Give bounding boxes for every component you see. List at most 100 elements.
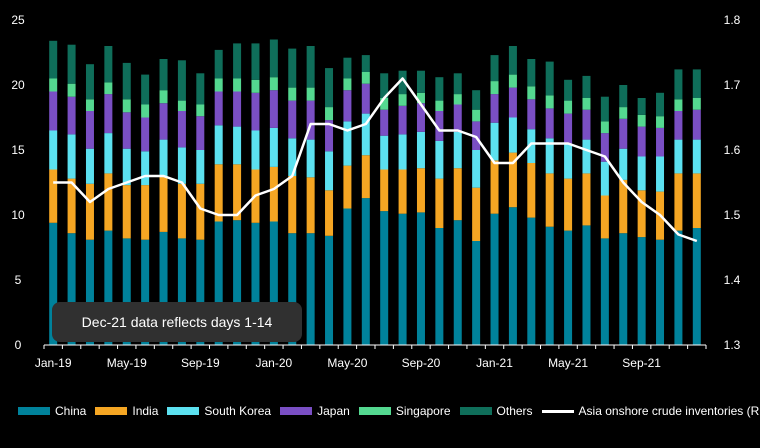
bar-south-korea	[380, 135, 389, 170]
bar-india	[104, 173, 113, 231]
stacked-bars	[49, 39, 701, 345]
bar-singapore	[122, 99, 131, 113]
bar-india	[619, 179, 628, 234]
bar-china	[674, 230, 683, 345]
bar-japan	[656, 127, 665, 157]
bar-singapore	[196, 104, 205, 117]
y-left-tick-label: 20	[11, 78, 25, 92]
legend-item: South Korea	[167, 404, 271, 418]
bar-south-korea	[67, 134, 76, 179]
bar-japan	[545, 108, 554, 139]
bar-japan	[453, 104, 462, 132]
chart-legend: China India South Korea Japan Singapore Other…	[18, 404, 760, 418]
bar-singapore	[343, 78, 352, 91]
bar-others	[104, 46, 113, 83]
bar-japan	[398, 105, 407, 135]
bar-japan	[49, 91, 58, 131]
bar-japan	[233, 91, 242, 127]
bar-china	[527, 217, 536, 345]
bar-singapore	[508, 74, 517, 88]
bar-singapore	[453, 94, 462, 105]
bar-japan	[692, 109, 701, 140]
legend-swatch	[541, 409, 574, 413]
bar-others	[159, 59, 168, 91]
bar-japan	[361, 83, 370, 114]
bar-japan	[619, 118, 628, 149]
bar-south-korea	[325, 151, 334, 191]
bar-south-korea	[233, 126, 242, 165]
bar-south-korea	[692, 139, 701, 174]
bar-china	[104, 230, 113, 345]
bar-singapore	[398, 94, 407, 106]
bar-others	[600, 96, 609, 122]
x-tick-label: Jan-20	[256, 356, 293, 370]
bar-india	[527, 163, 536, 218]
bar-others	[361, 55, 370, 72]
legend-swatch	[18, 407, 50, 415]
bar-china	[325, 235, 334, 345]
bar-india	[159, 176, 168, 232]
legend-label: Singapore	[395, 404, 451, 418]
y-left-tick-label: 15	[11, 143, 25, 157]
bar-japan	[141, 117, 150, 152]
bar-china	[177, 238, 186, 345]
bar-singapore	[177, 100, 186, 111]
bar-others	[674, 69, 683, 100]
bar-singapore	[325, 107, 334, 121]
x-tick-label: Jan-21	[476, 356, 513, 370]
bar-india	[472, 187, 481, 241]
bar-south-korea	[288, 138, 297, 176]
y-right-tick-label: 1.7	[724, 78, 741, 92]
bar-japan	[104, 94, 113, 134]
y-right-tick-label: 1.6	[724, 143, 741, 157]
bar-others	[269, 39, 278, 78]
bar-japan	[637, 126, 646, 157]
bar-others	[122, 62, 131, 100]
y-right-tick-label: 1.8	[724, 13, 741, 27]
chart-annotation: Dec-21 data reflects days 1-14	[52, 302, 302, 342]
bar-singapore	[214, 78, 223, 92]
bar-singapore	[361, 72, 370, 84]
bar-south-korea	[85, 148, 94, 184]
legend-item: Others	[459, 404, 533, 418]
bar-singapore	[490, 81, 499, 95]
bar-china	[472, 241, 481, 345]
bar-india	[692, 173, 701, 228]
bar-china	[67, 233, 76, 345]
legend-item: China	[18, 404, 86, 418]
bar-singapore	[619, 107, 628, 119]
bar-japan	[196, 116, 205, 150]
bar-others	[508, 46, 517, 75]
x-tick-label: Sep-21	[622, 356, 661, 370]
bar-china	[416, 212, 425, 345]
bar-south-korea	[122, 148, 131, 186]
bar-china	[508, 207, 517, 345]
bar-south-korea	[453, 131, 462, 169]
bar-south-korea	[416, 131, 425, 169]
bar-japan	[214, 91, 223, 126]
bar-south-korea	[398, 134, 407, 170]
legend-swatch	[95, 407, 128, 415]
bar-others	[380, 73, 389, 98]
bar-others	[177, 60, 186, 101]
bar-japan	[564, 113, 573, 144]
bar-south-korea	[564, 143, 573, 179]
bar-south-korea	[472, 150, 481, 188]
bar-south-korea	[600, 161, 609, 196]
bar-others	[251, 43, 260, 80]
bar-singapore	[545, 95, 554, 109]
crude-inventory-chart: 0 5 10 15 20 25 1.3 1.4 1.5 1.6 1.7 1.8 Jan-19 May-…	[11, 13, 741, 370]
bar-india	[674, 173, 683, 231]
bar-china	[637, 237, 646, 345]
bar-china	[196, 239, 205, 345]
bar-china	[159, 231, 168, 345]
bar-others	[435, 77, 444, 101]
bar-south-korea	[343, 121, 352, 166]
bar-others	[85, 64, 94, 100]
bar-china	[398, 213, 407, 345]
bar-japan	[177, 111, 186, 148]
x-tick-label: May-19	[107, 356, 147, 370]
bar-japan	[674, 111, 683, 140]
bar-singapore	[269, 77, 278, 91]
bar-singapore	[527, 86, 536, 100]
